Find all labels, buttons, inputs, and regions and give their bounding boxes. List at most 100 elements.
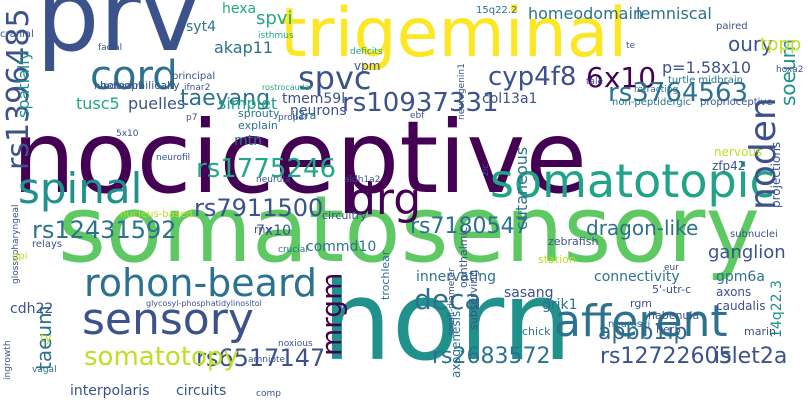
cloud-word: sensory	[82, 294, 254, 345]
cloud-word: nervous	[714, 145, 763, 159]
cloud-word: rs7911500	[194, 194, 324, 222]
cloud-word: dragon-like	[586, 216, 699, 240]
cloud-word: gpi	[12, 251, 28, 262]
cloud-word: zebrafish	[548, 235, 599, 248]
cloud-word: mrgm	[315, 272, 348, 356]
cloud-word: prv	[36, 0, 200, 74]
cloud-word: hoxa2	[776, 65, 804, 75]
cloud-word: innervating	[416, 269, 497, 285]
cloud-word: spatially	[14, 50, 33, 118]
cloud-word: ganglion	[708, 242, 786, 263]
cloud-word: rs10937331	[342, 88, 499, 118]
cloud-word: neurofil	[156, 153, 191, 163]
cloud-word: crucial	[278, 245, 308, 255]
cloud-word: caudalis	[716, 299, 766, 313]
cloud-word: sasang	[504, 285, 554, 301]
cloud-word: drg	[348, 174, 422, 225]
cloud-word: amniote	[248, 355, 286, 365]
cloud-word: retracting	[634, 85, 679, 95]
cloud-word: 5x10	[116, 129, 139, 139]
cloud-word: p7	[186, 113, 198, 123]
cloud-word: comp	[256, 389, 281, 399]
cloud-word: noxious	[278, 339, 313, 349]
cloud-word: commd10	[306, 239, 377, 255]
cloud-word: principal	[172, 71, 216, 82]
cloud-word: ifnar2	[184, 83, 211, 93]
cloud-word: rs2683572	[432, 344, 551, 369]
cloud-word: neurons	[290, 103, 347, 119]
cloud-word: nociceptive	[12, 99, 587, 216]
cloud-word: turtle midbrain	[668, 75, 743, 86]
cloud-word: akap11	[214, 38, 274, 57]
cloud-word: tale	[586, 77, 604, 87]
cloud-word: cord	[90, 53, 178, 99]
cloud-word: rs12431592	[32, 216, 177, 244]
cloud-word: te	[626, 41, 636, 51]
cloud-word: cyp4f8	[488, 62, 577, 92]
cloud-word: spvi	[256, 8, 293, 29]
cloud-word: puelles	[128, 94, 186, 113]
cloud-word: ty	[40, 331, 52, 345]
cloud-word: nucleus-based	[120, 209, 193, 220]
cloud-word: spvc	[298, 59, 372, 97]
cloud-word: tusc5	[76, 94, 120, 113]
cloud-word: 7x10	[256, 223, 292, 239]
cloud-word: axons	[716, 285, 752, 299]
cloud-word: p=1.58x10	[662, 58, 752, 77]
cloud-word: taeyang	[180, 86, 271, 111]
cloud-word: homophilically	[100, 79, 180, 92]
cloud-word: rs3764563	[608, 78, 749, 108]
cloud-word: marin	[744, 325, 777, 338]
cloud-word: somatotopic	[490, 154, 775, 208]
cloud-word: rohon-beard	[84, 261, 318, 305]
cloud-word: somatosensory	[58, 176, 760, 283]
cloud-word: cranial	[0, 29, 34, 40]
cloud-word: station	[538, 253, 576, 266]
cloud-word: mtn	[234, 133, 262, 149]
cloud-word: deficits	[350, 47, 383, 57]
cloud-word: glycosyl-phosphatidylinositol	[146, 299, 262, 308]
cloud-word: trochlear	[379, 250, 392, 300]
cloud-word: afferent	[554, 296, 728, 347]
cloud-word: ingrowth	[3, 340, 13, 380]
cloud-word: chick	[522, 325, 551, 338]
cloud-word: hindbrain	[94, 81, 142, 92]
cloud-word: relays	[32, 239, 63, 250]
cloud-word: gpm6a	[716, 269, 765, 285]
cloud-word: rs1775246	[196, 154, 337, 184]
cloud-word: rnx	[254, 223, 272, 236]
cloud-word: col13a1	[482, 91, 538, 107]
cloud-word: subnuclei	[730, 229, 778, 240]
cloud-word: cdh22	[10, 301, 54, 317]
cloud-word: 6x10	[586, 61, 657, 94]
cloud-word: oury	[728, 32, 773, 56]
cloud-word: habenula	[648, 309, 700, 322]
cloud-word: il2ra	[292, 109, 317, 122]
cloud-word: neurula	[256, 175, 291, 185]
cloud-word: rgm	[630, 297, 653, 310]
cloud-word: grik1	[542, 297, 578, 313]
cloud-word: glossopharyngeal	[11, 204, 21, 284]
cloud-word: neurosci	[608, 319, 651, 330]
cloud-word: lemniscal	[636, 4, 712, 23]
cloud-word: vagal	[32, 365, 57, 375]
cloud-word: circuits	[176, 383, 227, 399]
cloud-word: horn	[322, 257, 573, 385]
cloud-word: projections	[769, 141, 783, 208]
cloud-word: simplet	[218, 94, 278, 113]
cloud-word: neurogenin1	[457, 63, 467, 120]
cloud-word: somatotopy	[84, 342, 239, 372]
cloud-word: tppp	[760, 34, 802, 55]
cloud-word: aldh1a2	[344, 175, 381, 185]
cloud-word: ophthalmic	[457, 226, 470, 288]
cloud-word: explain	[238, 119, 278, 132]
cloud-word: islet2a	[714, 344, 788, 369]
cloud-word: paired	[716, 21, 748, 32]
cloud-word: proper	[278, 113, 308, 123]
cloud-word: zic	[481, 163, 491, 176]
cloud-word: rs7180547	[410, 214, 529, 239]
cloud-word: rostrocaudal	[262, 83, 312, 92]
cloud-word: 15q22.2	[476, 5, 518, 16]
cloud-word: syt4	[186, 19, 216, 35]
